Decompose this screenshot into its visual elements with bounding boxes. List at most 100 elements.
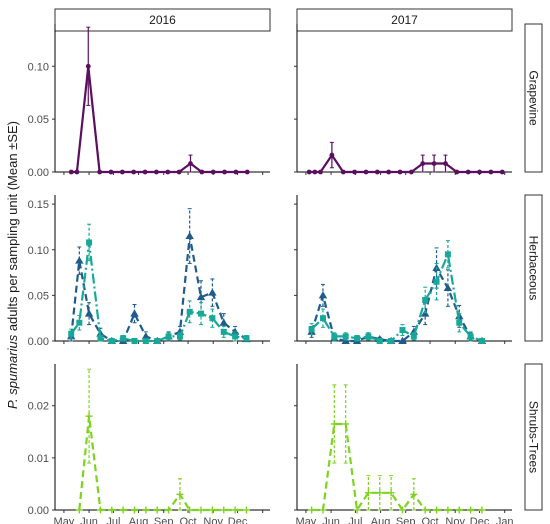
data-point (443, 283, 453, 292)
data-point (76, 319, 83, 326)
data-point (84, 309, 94, 317)
y-tick-label: 0.10 (28, 245, 49, 257)
series-line (78, 415, 247, 512)
data-point (243, 335, 250, 342)
data-point (354, 335, 361, 342)
data-point (318, 169, 323, 175)
x-tick-label: Nov (203, 516, 223, 524)
data-point (154, 338, 161, 344)
data-point (165, 169, 171, 175)
data-point (154, 169, 159, 175)
x-tick-label: Aug (371, 516, 391, 524)
data-point (444, 251, 451, 258)
data-point (97, 169, 103, 175)
data-point (176, 333, 183, 340)
data-point (120, 335, 127, 342)
x-tick-label: Oct (421, 516, 438, 524)
data-point (185, 231, 194, 240)
data-point (465, 169, 471, 175)
data-point (75, 256, 84, 264)
x-tick-label: Dec (228, 516, 248, 524)
data-point (176, 169, 182, 175)
y-tick-label: 0.00 (28, 167, 49, 179)
series-line (309, 154, 503, 174)
data-point (119, 169, 125, 175)
row-strip-herbaceous (524, 194, 543, 342)
x-tick-label: Oct (179, 516, 196, 524)
data-point (363, 169, 369, 175)
row-strip-shrubs-trees (524, 363, 543, 511)
y-tick-label: 0.00 (28, 336, 49, 348)
data-point (467, 333, 474, 340)
data-point (142, 169, 148, 175)
data-point (319, 315, 326, 322)
x-tick-label: May (54, 516, 75, 524)
data-point (108, 338, 115, 344)
data-point (233, 169, 239, 175)
x-tick-label: May (296, 516, 317, 524)
y-tick-label: 0.05 (28, 290, 49, 302)
data-point (374, 169, 380, 175)
data-point (352, 169, 358, 175)
column-strip-2016 (54, 8, 271, 32)
data-point (131, 338, 138, 344)
data-point (365, 333, 372, 340)
data-point (86, 239, 93, 246)
data-point (478, 338, 485, 344)
panels-layer: 2016 2017 Grapevine Herbaceous Shrubs-Trees 0… (28, 8, 543, 524)
series-line (311, 422, 482, 512)
data-point (397, 169, 403, 175)
y-tick-label: 0.00 (28, 505, 49, 517)
data-point (142, 338, 149, 344)
data-point (196, 293, 206, 301)
data-point (210, 169, 216, 175)
data-point (198, 310, 205, 317)
x-tick-label: Jul (348, 516, 362, 524)
data-point (431, 161, 437, 166)
data-point (230, 327, 240, 335)
data-point (220, 328, 227, 335)
data-point (141, 332, 151, 340)
y-tick-label: 0.10 (28, 61, 49, 73)
data-point (433, 278, 440, 285)
data-point (97, 335, 104, 342)
data-point (456, 319, 463, 326)
x-tick-label: Sep (396, 516, 416, 524)
data-point (306, 169, 312, 175)
column-strip-label: 2016 (149, 13, 176, 27)
data-point (186, 308, 193, 315)
data-point (340, 169, 346, 175)
data-point (399, 327, 406, 334)
y-axis-title: P. spumarius adults per sampling unit (M… (5, 121, 20, 409)
data-point (85, 63, 91, 69)
y-tick-label: 0.05 (28, 114, 49, 126)
row-strip-label: Grapevine (527, 70, 541, 126)
data-point (232, 333, 239, 340)
x-tick-label: Sep (154, 516, 174, 524)
data-point (342, 333, 349, 340)
data-point (331, 333, 338, 340)
data-point (208, 288, 217, 296)
data-point (130, 309, 139, 317)
y-tick-label: 0.02 (28, 401, 49, 413)
data-point (131, 169, 137, 175)
data-point (68, 330, 75, 337)
data-point (329, 152, 335, 158)
x-tick-label: Jun (322, 516, 340, 524)
data-point (488, 169, 494, 175)
x-tick-label: Nov (445, 516, 465, 524)
data-point (408, 169, 414, 175)
series-line (310, 253, 483, 343)
x-tick-label: Dec (470, 516, 490, 524)
x-tick-label: Jun (80, 516, 98, 524)
row-strip-label: Shrubs-Trees (527, 401, 541, 473)
row-strip-grapevine (524, 23, 543, 173)
data-point (422, 296, 429, 303)
y-tick-label: 0.01 (28, 453, 49, 465)
data-point (398, 336, 407, 344)
x-tick-label: Aug (129, 516, 149, 524)
column-strip-label: 2017 (391, 13, 418, 27)
series-line (71, 65, 248, 174)
x-tick-label: Jul (106, 516, 120, 524)
